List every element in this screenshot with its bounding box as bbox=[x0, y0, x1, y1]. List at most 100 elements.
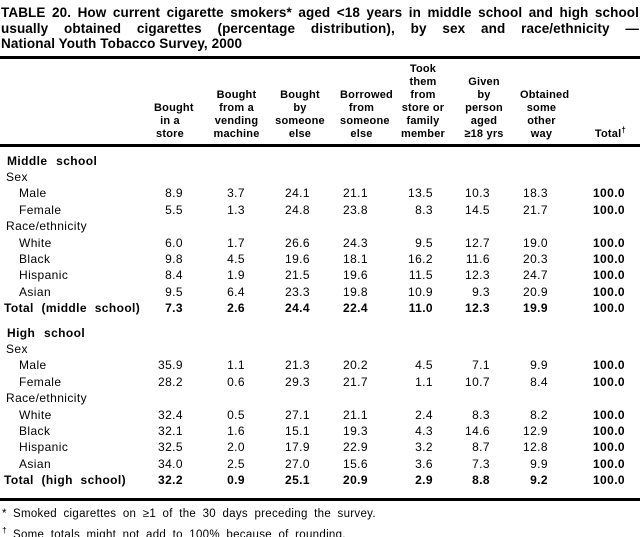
row-label: Total (middle school) bbox=[4, 301, 141, 316]
cell-value bbox=[154, 390, 198, 406]
cell-value: 8.3 bbox=[415, 202, 433, 217]
cell-value bbox=[154, 341, 198, 357]
cell-value bbox=[383, 390, 448, 406]
cell-value: 32.2 bbox=[158, 473, 183, 488]
cell-value: 8.8 bbox=[472, 473, 490, 488]
cell-value: 3.7 bbox=[227, 186, 245, 201]
cell-value bbox=[505, 341, 563, 357]
row-label: Asian bbox=[19, 456, 52, 471]
row-label: White bbox=[19, 235, 52, 250]
cell-value: 20.2 bbox=[343, 358, 368, 373]
row-label: Sex bbox=[6, 169, 28, 184]
cell-value bbox=[383, 145, 448, 169]
cell-value: 19.9 bbox=[523, 301, 548, 316]
cell-value: 24.1 bbox=[285, 186, 310, 201]
cell-total: 100.0 bbox=[592, 301, 625, 316]
cell-value: 23.3 bbox=[285, 284, 310, 299]
table-row: White 6.0 1.7 26.6 24.3 9.5 12.7 19.0 100.0 bbox=[0, 235, 640, 251]
cell-value: 20.3 bbox=[523, 251, 548, 266]
cell-value bbox=[260, 341, 325, 357]
cell-value: 2.6 bbox=[227, 301, 245, 316]
footnote-totals: † Some totals might not add to 100% becau… bbox=[2, 522, 640, 537]
footnote-text: Smoked cigarettes on ≥1 of the 30 days p… bbox=[13, 507, 376, 520]
cell-value: 24.3 bbox=[343, 235, 368, 250]
table-row: Total (middle school) 7.3 2.6 24.4 22.4 11.0 1… bbox=[0, 300, 640, 316]
cell-value bbox=[260, 145, 325, 169]
cell-value: 11.6 bbox=[465, 251, 490, 266]
footnote-smoked: * Smoked cigarettes on ≥1 of the 30 days … bbox=[2, 506, 640, 523]
title-line-3: National Youth Tobacco Survey, 2000 bbox=[1, 36, 243, 51]
table-row: Female 5.5 1.3 24.8 23.8 8.3 14.5 21.7 100.0 bbox=[0, 202, 640, 218]
cell-total bbox=[563, 218, 640, 234]
cell-value: 1.6 bbox=[227, 424, 245, 438]
cell-value: 8.4 bbox=[530, 374, 548, 389]
cell-total bbox=[563, 145, 640, 169]
cell-value: 9.8 bbox=[165, 251, 183, 266]
cell-value: 2.4 bbox=[415, 407, 433, 422]
cell-total: 100.0 bbox=[592, 202, 625, 217]
cell-value: 19.6 bbox=[343, 268, 368, 283]
cell-value bbox=[325, 169, 383, 185]
table-row: White 32.4 0.5 27.1 21.1 2.4 8.3 8.2 100.0 bbox=[0, 407, 640, 423]
cell-value bbox=[260, 390, 325, 406]
cell-value: 12.3 bbox=[465, 268, 490, 283]
table-header: Bought in a store Bought from a vending m… bbox=[0, 58, 640, 147]
cell-value: 0.6 bbox=[227, 374, 245, 389]
cell-value: 2.5 bbox=[227, 456, 245, 471]
cell-value bbox=[448, 341, 505, 357]
table-row: Male 8.9 3.7 24.1 21.1 13.5 10.3 18.3 100.0 bbox=[0, 185, 640, 201]
column-header: Borrowed from someone else bbox=[325, 58, 393, 147]
cell-value: 34.0 bbox=[158, 456, 183, 471]
cell-value bbox=[198, 317, 260, 341]
column-header: Bought by someone else bbox=[260, 58, 325, 147]
table-row: Hispanic 32.5 2.0 17.9 22.9 3.2 8.7 12.8 100.0 bbox=[0, 439, 640, 455]
cell-value: 6.0 bbox=[165, 235, 183, 250]
cell-value: 12.3 bbox=[465, 301, 490, 316]
cell-value bbox=[383, 341, 448, 357]
cell-total: 100.0 bbox=[592, 374, 625, 389]
cell-value: 19.8 bbox=[343, 284, 368, 299]
cell-value bbox=[154, 317, 198, 341]
cell-total: 100.0 bbox=[592, 440, 625, 455]
cell-value bbox=[260, 169, 325, 185]
row-label: Female bbox=[19, 202, 62, 217]
cell-value: 10.3 bbox=[465, 186, 490, 201]
row-label: Hispanic bbox=[19, 268, 69, 283]
cell-value: 7.3 bbox=[472, 456, 490, 471]
cell-value: 8.9 bbox=[165, 186, 183, 201]
footnote-text: Some totals might not add to 100% becaus… bbox=[13, 528, 346, 537]
table-row: Female 28.2 0.6 29.3 21.7 1.1 10.7 8.4 100.0 bbox=[0, 374, 640, 390]
row-label: Hispanic bbox=[19, 440, 69, 455]
table-row: Sex bbox=[0, 341, 640, 357]
table-row: Sex bbox=[0, 169, 640, 185]
cell-value: 32.5 bbox=[158, 440, 183, 455]
row-label: Female bbox=[19, 374, 62, 389]
cell-value bbox=[198, 169, 260, 185]
cell-value: 20.9 bbox=[523, 284, 548, 299]
cell-value bbox=[505, 169, 563, 185]
row-label: Total (high school) bbox=[4, 473, 127, 488]
cell-value: 25.1 bbox=[285, 473, 310, 488]
cell-value: 28.2 bbox=[158, 374, 183, 389]
cell-value: 11.0 bbox=[408, 301, 433, 316]
cell-value: 17.9 bbox=[285, 440, 310, 455]
cell-value: 22.4 bbox=[343, 301, 368, 316]
cell-value: 21.1 bbox=[343, 186, 368, 201]
row-label: Race/ethnicity bbox=[6, 219, 87, 234]
table-title: TABLE 20. How current cigarette smokers*… bbox=[0, 5, 640, 52]
table-row: Total (high school) 32.2 0.9 25.1 20.9 2.9 8.8… bbox=[0, 472, 640, 499]
row-label: Male bbox=[19, 358, 47, 373]
cell-value: 8.3 bbox=[472, 407, 490, 422]
cell-value: 14.6 bbox=[465, 424, 490, 438]
cell-total: 100.0 bbox=[592, 456, 625, 471]
cell-value: 5.5 bbox=[165, 202, 183, 217]
cell-value: 16.2 bbox=[408, 251, 433, 266]
cell-value: 24.8 bbox=[285, 202, 310, 217]
cell-value: 21.5 bbox=[285, 268, 310, 283]
table-body: Middle school Sex Male 8.9 3.7 24.1 21.1 13.5 10… bbox=[0, 145, 640, 499]
cell-value: 32.1 bbox=[158, 424, 183, 438]
cell-value: 21.7 bbox=[343, 374, 368, 389]
cell-value: 4.5 bbox=[415, 358, 433, 373]
cell-total bbox=[563, 341, 640, 357]
